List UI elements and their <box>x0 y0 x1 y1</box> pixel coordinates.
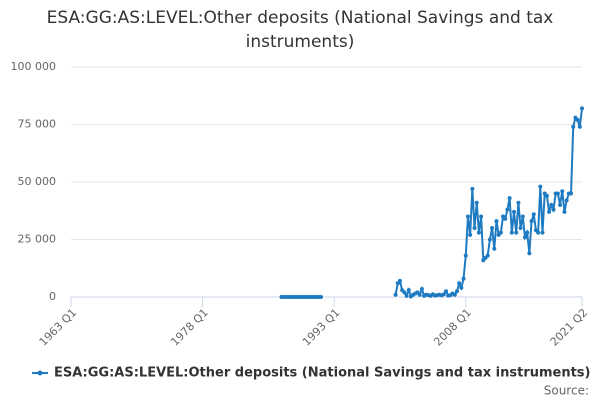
data-point <box>393 292 398 297</box>
data-point <box>485 253 490 258</box>
data-point <box>503 216 508 221</box>
data-point <box>536 230 541 235</box>
data-point <box>538 184 543 189</box>
data-point <box>465 214 470 219</box>
data-point <box>468 232 473 237</box>
data-point <box>562 209 567 214</box>
data-point <box>402 290 407 295</box>
data-point <box>472 226 477 230</box>
data-point <box>580 106 584 111</box>
y-tick-label: 0 <box>49 290 56 303</box>
x-tick-label: 1963 Q1 <box>37 306 80 349</box>
data-point <box>577 124 582 129</box>
y-tick-label: 100 000 <box>11 60 57 73</box>
data-point <box>507 196 512 201</box>
data-point <box>555 191 560 196</box>
data-point <box>558 203 563 207</box>
data-point <box>518 226 523 230</box>
legend-marker <box>37 370 43 376</box>
chart-title: ESA:GG:AS:LEVEL:Other deposits (National… <box>46 8 554 52</box>
data-point <box>514 230 519 235</box>
data-point <box>490 226 495 230</box>
data-point <box>551 207 556 212</box>
data-point <box>516 200 521 205</box>
data-point <box>492 246 497 251</box>
data-point <box>549 203 554 207</box>
data-point <box>397 278 402 283</box>
data-point <box>575 117 580 122</box>
data-point <box>452 292 457 297</box>
data-point <box>461 276 466 281</box>
y-tick-label: 75 000 <box>18 118 57 131</box>
data-point <box>470 186 475 191</box>
data-point <box>487 237 492 242</box>
y-tick-label: 50 000 <box>18 175 57 188</box>
data-point <box>457 281 462 286</box>
data-point <box>525 230 530 235</box>
data-point <box>544 193 549 198</box>
data-point <box>527 251 532 256</box>
data-point <box>529 219 534 224</box>
data-point <box>509 230 514 235</box>
data-point <box>560 189 565 194</box>
data-point <box>494 219 499 224</box>
data-point <box>476 230 481 235</box>
data-point <box>419 286 424 291</box>
data-point <box>441 292 446 297</box>
data-point <box>459 285 464 290</box>
data-point <box>463 253 468 258</box>
x-tick-label: 2021 Q2 <box>548 306 591 349</box>
data-point <box>564 198 569 203</box>
data-point <box>406 288 411 293</box>
data-point <box>319 295 324 299</box>
data-point <box>474 200 479 205</box>
data-point <box>505 207 510 212</box>
x-tick-label: 1978 Q1 <box>168 306 211 349</box>
legend-label: ESA:GG:AS:LEVEL:Other deposits (National… <box>54 366 591 381</box>
data-point <box>540 230 545 235</box>
data-point <box>512 209 517 214</box>
data-point <box>569 191 574 196</box>
data-point <box>547 209 552 214</box>
data-point <box>404 293 409 298</box>
data-point <box>522 235 527 240</box>
x-tick-label: 1993 Q1 <box>300 306 343 349</box>
data-point <box>531 212 536 217</box>
data-point <box>444 289 449 294</box>
y-tick-label: 25 000 <box>18 233 57 246</box>
data-point <box>479 214 484 219</box>
x-tick-label: 2008 Q1 <box>431 306 474 349</box>
data-point <box>571 124 576 129</box>
series-line <box>281 108 583 299</box>
data-point <box>498 230 503 235</box>
source: Source: <box>544 384 589 398</box>
data-point <box>417 292 422 297</box>
data-point <box>454 289 459 294</box>
data-point <box>520 214 525 219</box>
